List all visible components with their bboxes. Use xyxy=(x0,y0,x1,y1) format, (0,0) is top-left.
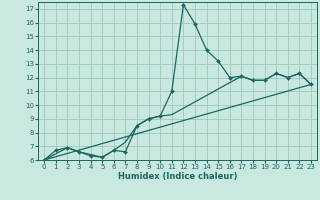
X-axis label: Humidex (Indice chaleur): Humidex (Indice chaleur) xyxy=(118,172,237,181)
